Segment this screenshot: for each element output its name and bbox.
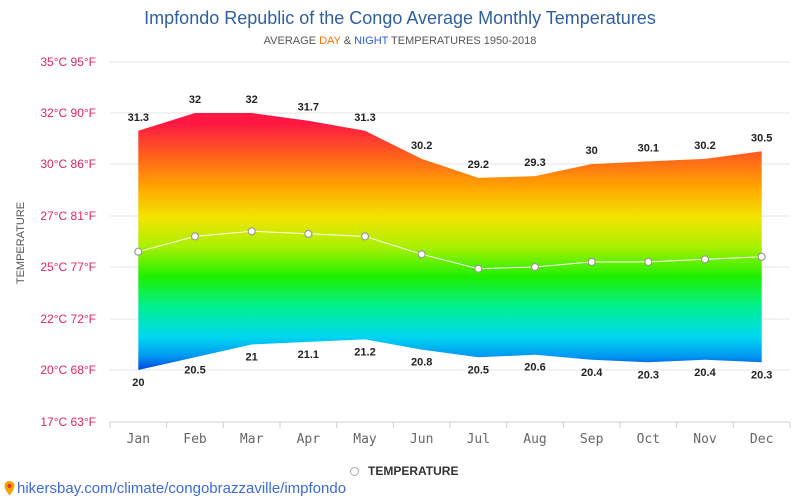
day-value-label: 31.3 [354,112,375,124]
temperature-point[interactable] [757,252,766,261]
night-value-labels: 20 20.5 21 21.1 21.2 20.8 20.5 20.6 20.4 20.3 20.4… [132,346,772,389]
night-value-label: 20 [132,377,144,389]
temperature-point[interactable] [644,257,653,266]
subtitle-prefix: AVERAGE [263,35,320,47]
day-night-band [138,113,762,370]
y-tick-label: 27°C 81°F [40,209,96,223]
x-tick-label: Sep [580,432,604,447]
day-value-label: 30.2 [411,140,432,152]
temperature-point[interactable] [247,227,256,236]
day-value-label: 32 [189,94,201,106]
x-tick-label: Aug [523,432,546,447]
x-tick-label: Mar [240,432,264,447]
day-value-label: 31.3 [128,112,149,124]
legend-label: TEMPERATURE [368,464,459,478]
temperature-point[interactable] [530,262,540,272]
day-value-label: 29.2 [468,159,489,171]
day-value-labels: 31.3 32 32 31.7 31.3 30.2 29.2 29.3 30 30.1 30.2 30… [128,94,773,171]
temperature-point[interactable] [360,232,370,241]
temperature-point[interactable] [587,257,596,266]
x-tick-label: Jun [410,432,433,447]
day-value-label: 30 [586,145,598,157]
subtitle-night: NIGHT [354,35,389,47]
temperature-points [134,227,766,273]
temperature-point[interactable] [304,229,313,238]
temperature-point[interactable] [134,247,143,256]
temperature-point[interactable] [190,232,200,241]
legend-marker-icon [350,466,359,476]
y-tick-label: 35°C 95°F [40,55,96,69]
x-tick-label: May [353,432,377,447]
subtitle-suffix: TEMPERATURES 1950-2018 [388,35,537,47]
source-url: hikersbay.com/climate/congobrazzaville/i… [17,480,347,497]
x-tick-label: Apr [297,432,321,447]
chart-title: Impfondo Republic of the Congo Average M… [144,8,656,28]
y-tick-label: 20°C 68°F [40,363,96,377]
x-tick-label: Feb [183,432,207,447]
night-value-label: 20.4 [694,367,716,379]
night-value-label: 20.3 [751,369,772,381]
y-axis-title: TEMPERATURE [15,202,27,284]
night-value-label: 20.8 [411,357,432,369]
temperature-point[interactable] [700,255,710,264]
x-tick-label: Jan [127,432,150,447]
day-value-label: 30.2 [694,140,715,152]
subtitle-day: DAY [319,35,341,47]
temperature-line [138,230,762,270]
chart-subtitle: AVERAGE DAY & NIGHT TEMPERATURES 1950-20… [0,35,800,47]
temperature-point[interactable] [417,250,426,259]
day-value-label: 30.5 [751,132,772,144]
night-value-label: 20.5 [184,364,205,376]
night-value-label: 20.6 [524,362,545,374]
night-value-label: 21.2 [354,346,375,358]
y-tick-label: 22°C 72°F [40,312,96,326]
day-value-label: 30.1 [638,142,659,154]
subtitle-amp: & [340,35,355,47]
day-value-label: 31.7 [298,102,319,114]
x-tick-label: Jul [467,432,490,447]
night-value-label: 21 [246,352,258,364]
temperature-point[interactable] [474,264,483,273]
legend[interactable]: TEMPERATURE [350,464,458,478]
y-tick-label: 32°C 90°F [40,106,96,120]
map-pin-icon [4,481,15,496]
y-tick-label: 25°C 77°F [40,260,96,274]
y-tick-label: 17°C 63°F [40,415,96,429]
source-link[interactable]: hikersbay.com/climate/congobrazzaville/i… [4,480,346,497]
x-axis: Jan Feb Mar Apr May Jun Jul Aug Sep Oct Nov Dec [109,421,791,447]
y-axis: 35°C 95°F 32°C 90°F 30°C 86°F 27°C 81°F 25°C… [40,55,96,429]
day-value-label: 29.3 [524,157,545,169]
x-tick-label: Nov [693,432,717,447]
night-value-label: 21.1 [298,349,319,361]
night-value-label: 20.5 [468,364,489,376]
y-tick-label: 30°C 86°F [40,157,96,171]
night-value-label: 20.3 [638,369,659,381]
x-tick-label: Oct [637,432,660,447]
night-value-label: 20.4 [581,367,603,379]
x-tick-label: Dec [750,432,773,447]
day-value-label: 32 [246,94,258,106]
